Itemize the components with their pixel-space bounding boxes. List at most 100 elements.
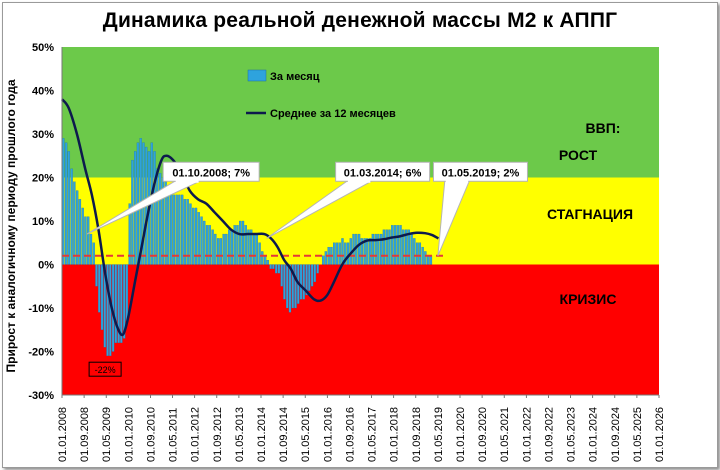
bar [178, 194, 181, 265]
bar [366, 238, 369, 265]
bar [294, 264, 297, 309]
bar [172, 194, 176, 265]
bar [407, 229, 410, 265]
x-tick-label: 01.09.2014 [278, 407, 290, 462]
bar [167, 186, 170, 265]
bar [429, 255, 433, 265]
bar [189, 203, 192, 265]
bar [252, 233, 256, 265]
bar [203, 220, 206, 265]
bar [200, 216, 203, 265]
bar [194, 207, 198, 265]
x-tick-label: 01.05.2015 [300, 407, 312, 462]
callout-box [335, 161, 431, 182]
bar [393, 225, 397, 265]
min-label: -22% [95, 365, 116, 375]
zone-0 [62, 47, 659, 178]
bar [368, 238, 372, 265]
bar [114, 264, 118, 343]
y-tick-label: -20% [28, 347, 54, 359]
bar [371, 233, 375, 265]
x-tick-label: 01.09.2020 [477, 407, 489, 462]
x-tick-label: 01.05.2011 [168, 408, 180, 462]
zone-label-crisis: КРИЗИС [560, 291, 617, 307]
bar [125, 264, 129, 322]
bar [344, 242, 347, 265]
bar [413, 238, 416, 265]
x-tick-label: 01.05.2021 [499, 407, 511, 462]
bar [363, 238, 366, 265]
bar [321, 255, 325, 265]
callout-joint [175, 179, 199, 183]
bar [272, 264, 275, 269]
bar [153, 151, 156, 265]
bar [205, 225, 209, 265]
bar [211, 229, 214, 265]
x-tick-label: 01.05.2017 [367, 407, 379, 462]
x-tick-label: 01.01.2026 [654, 407, 666, 462]
bar [228, 229, 231, 265]
bar [410, 233, 413, 265]
bar [388, 229, 391, 265]
bar [274, 264, 278, 274]
callout-box [162, 161, 260, 182]
zone-header: ВВП: [586, 120, 621, 136]
callout-box [432, 161, 528, 182]
x-tick-label: 01.05.2019 [433, 407, 445, 462]
bar [261, 251, 264, 265]
bar [70, 168, 73, 265]
bar [391, 225, 394, 265]
y-tick-label: -30% [28, 390, 54, 402]
bar [299, 264, 303, 300]
bar [64, 142, 68, 265]
callout-label: 01.03.2014; 6% [344, 167, 422, 179]
x-tick-label: 01.01.2012 [190, 407, 202, 462]
y-tick-label: 40% [32, 86, 54, 98]
bar [415, 242, 419, 265]
callout-label: 01.10.2008; 7% [172, 167, 250, 179]
bar [95, 264, 98, 287]
bar [100, 264, 104, 330]
bar [181, 194, 184, 265]
bar [239, 220, 242, 265]
bar [219, 238, 223, 265]
x-tick-label: 01.01.2018 [389, 407, 401, 462]
bar [73, 181, 76, 265]
x-tick-label: 01.09.2016 [344, 407, 356, 462]
legend-bar-swatch [247, 69, 267, 82]
bar [128, 203, 131, 265]
callout-joint [347, 179, 371, 183]
bar [122, 264, 126, 339]
x-tick-label: 01.05.2025 [632, 407, 644, 462]
bar [418, 242, 422, 265]
y-tick-label: 30% [32, 129, 54, 141]
bar [81, 207, 84, 265]
bar [117, 264, 120, 343]
bar [186, 199, 189, 265]
min-label-box [88, 361, 122, 377]
bar [316, 264, 319, 274]
bar [62, 138, 65, 265]
bar [197, 212, 200, 265]
x-tick-label: 01.09.2012 [212, 407, 224, 462]
zone-label-growth: РОСТ [559, 147, 598, 163]
bar [120, 264, 123, 343]
bar [250, 229, 253, 265]
bar [313, 264, 317, 283]
bar [424, 251, 427, 265]
bar [288, 264, 292, 313]
y-tick-label: 50% [32, 42, 54, 54]
bar [75, 190, 79, 265]
bar [308, 264, 311, 291]
y-tick-label: 20% [32, 173, 54, 185]
bar [385, 229, 388, 265]
legend-line-label: Среднее за 12 месяцев [270, 108, 396, 120]
bar [87, 216, 90, 265]
bar [214, 233, 217, 265]
bar [382, 229, 386, 265]
bar [305, 264, 308, 296]
bar [302, 264, 305, 300]
y-tick-label: -10% [28, 303, 54, 315]
bar [263, 255, 267, 265]
